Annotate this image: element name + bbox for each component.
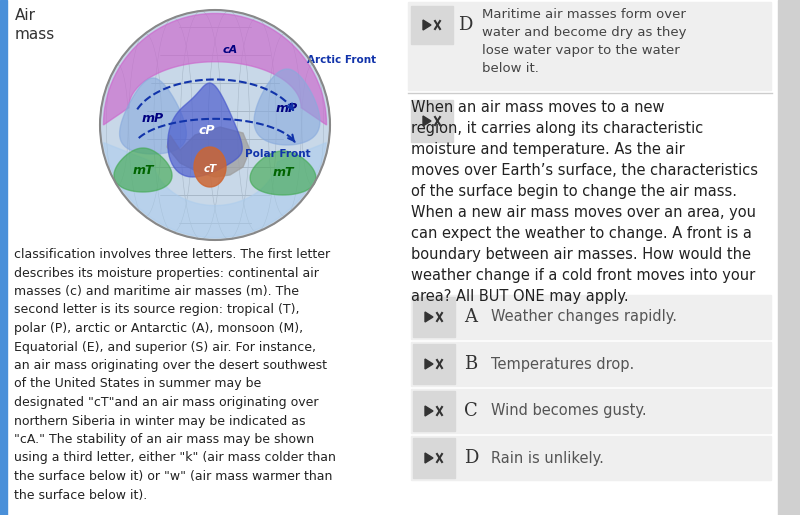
Text: mP: mP [276,101,298,114]
Bar [411,100,453,142]
Text: A: A [465,308,478,326]
Text: C: C [464,402,478,420]
Polygon shape [423,116,431,126]
Polygon shape [425,406,433,416]
Polygon shape [254,69,320,145]
Text: cP: cP [198,124,215,136]
Bar [413,344,455,384]
Circle shape [100,10,330,240]
Text: Wind becomes gusty.: Wind becomes gusty. [491,403,646,419]
Bar [408,2,771,90]
Text: Temperatures drop.: Temperatures drop. [491,356,634,371]
Polygon shape [425,359,433,369]
Polygon shape [104,143,326,238]
Text: Air
mass: Air mass [15,8,55,42]
Bar [411,342,771,386]
Polygon shape [425,312,433,322]
Polygon shape [423,20,431,30]
Text: Polar Front: Polar Front [245,149,310,159]
Bar [411,436,771,480]
Bar [413,297,455,337]
Polygon shape [250,151,316,195]
Bar [413,438,455,478]
Text: cA: cA [222,45,238,55]
Bar [0,0,7,515]
Text: mT: mT [132,163,154,177]
Polygon shape [119,78,186,154]
Polygon shape [114,148,172,192]
Polygon shape [103,13,326,125]
Bar [411,295,771,339]
Text: cT: cT [203,164,217,174]
Text: When an air mass moves to a new
region, it carries along its characteristic
mois: When an air mass moves to a new region, … [411,100,758,304]
Bar [413,391,455,431]
Text: B: B [464,355,478,373]
Polygon shape [194,147,226,187]
Text: Arctic Front: Arctic Front [307,55,376,65]
Bar [411,389,771,433]
Text: D: D [458,16,472,34]
Text: mP: mP [142,112,164,125]
Polygon shape [167,127,250,177]
Text: D: D [464,449,478,467]
Text: Weather changes rapidly.: Weather changes rapidly. [491,310,677,324]
Polygon shape [425,453,433,463]
Text: classification involves three letters. The first letter
describes its moisture p: classification involves three letters. T… [14,248,336,502]
Polygon shape [168,83,242,177]
Bar [778,0,800,515]
Text: Maritime air masses form over
water and become dry as they
lose water vapor to t: Maritime air masses form over water and … [482,8,686,75]
Bar [411,6,453,44]
Text: Rain is unlikely.: Rain is unlikely. [491,451,604,466]
Text: mT: mT [272,166,294,180]
